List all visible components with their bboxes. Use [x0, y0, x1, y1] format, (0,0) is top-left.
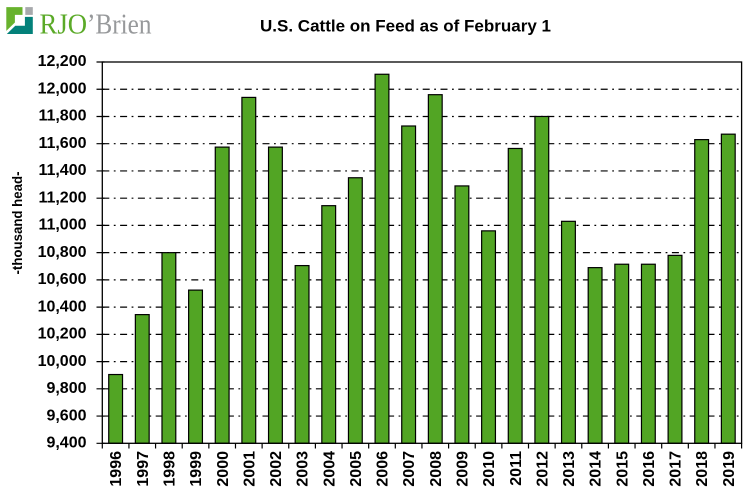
svg-text:-thousand head-: -thousand head- [9, 171, 25, 274]
svg-text:10,800: 10,800 [38, 244, 87, 261]
svg-text:2008: 2008 [428, 451, 445, 487]
svg-text:10,400: 10,400 [38, 298, 87, 315]
svg-text:RJO: RJO [40, 9, 88, 41]
svg-text:9,600: 9,600 [46, 407, 86, 424]
svg-text:2004: 2004 [321, 451, 338, 487]
svg-text:2015: 2015 [614, 451, 631, 487]
svg-text:9,800: 9,800 [46, 380, 86, 397]
svg-text:1999: 1999 [188, 451, 205, 487]
svg-text:1998: 1998 [161, 451, 178, 487]
svg-text:2012: 2012 [534, 451, 551, 487]
svg-text:12,200: 12,200 [38, 53, 87, 70]
svg-text:2019: 2019 [721, 451, 738, 487]
svg-text:’Brien: ’Brien [87, 9, 152, 41]
svg-text:10,000: 10,000 [38, 353, 87, 370]
svg-text:10,600: 10,600 [38, 271, 87, 288]
svg-text:2018: 2018 [694, 451, 711, 487]
svg-text:2010: 2010 [481, 451, 498, 487]
svg-text:2017: 2017 [668, 451, 685, 487]
svg-text:11,000: 11,000 [38, 217, 86, 234]
svg-text:9,400: 9,400 [46, 435, 86, 452]
svg-text:1996: 1996 [108, 451, 125, 487]
svg-text:2011: 2011 [508, 451, 525, 486]
svg-text:11,800: 11,800 [38, 108, 86, 125]
svg-text:2007: 2007 [401, 451, 418, 487]
svg-text:2005: 2005 [348, 451, 365, 487]
svg-text:2013: 2013 [561, 451, 578, 487]
svg-text:2001: 2001 [241, 451, 258, 487]
svg-text:2002: 2002 [268, 451, 285, 487]
svg-text:11,400: 11,400 [38, 162, 86, 179]
svg-text:2014: 2014 [588, 451, 605, 487]
svg-text:12,000: 12,000 [38, 80, 87, 97]
svg-text:2006: 2006 [375, 451, 392, 487]
svg-text:2016: 2016 [641, 451, 658, 487]
svg-text:2003: 2003 [295, 451, 312, 487]
svg-text:2009: 2009 [455, 451, 472, 487]
svg-text:U.S. Cattle on Feed as of Febr: U.S. Cattle on Feed as of February 1 [260, 17, 551, 36]
svg-text:11,200: 11,200 [38, 189, 86, 206]
svg-text:1997: 1997 [135, 451, 152, 487]
svg-text:10,200: 10,200 [38, 326, 87, 343]
svg-text:11,600: 11,600 [38, 135, 86, 152]
svg-text:2000: 2000 [215, 451, 232, 487]
